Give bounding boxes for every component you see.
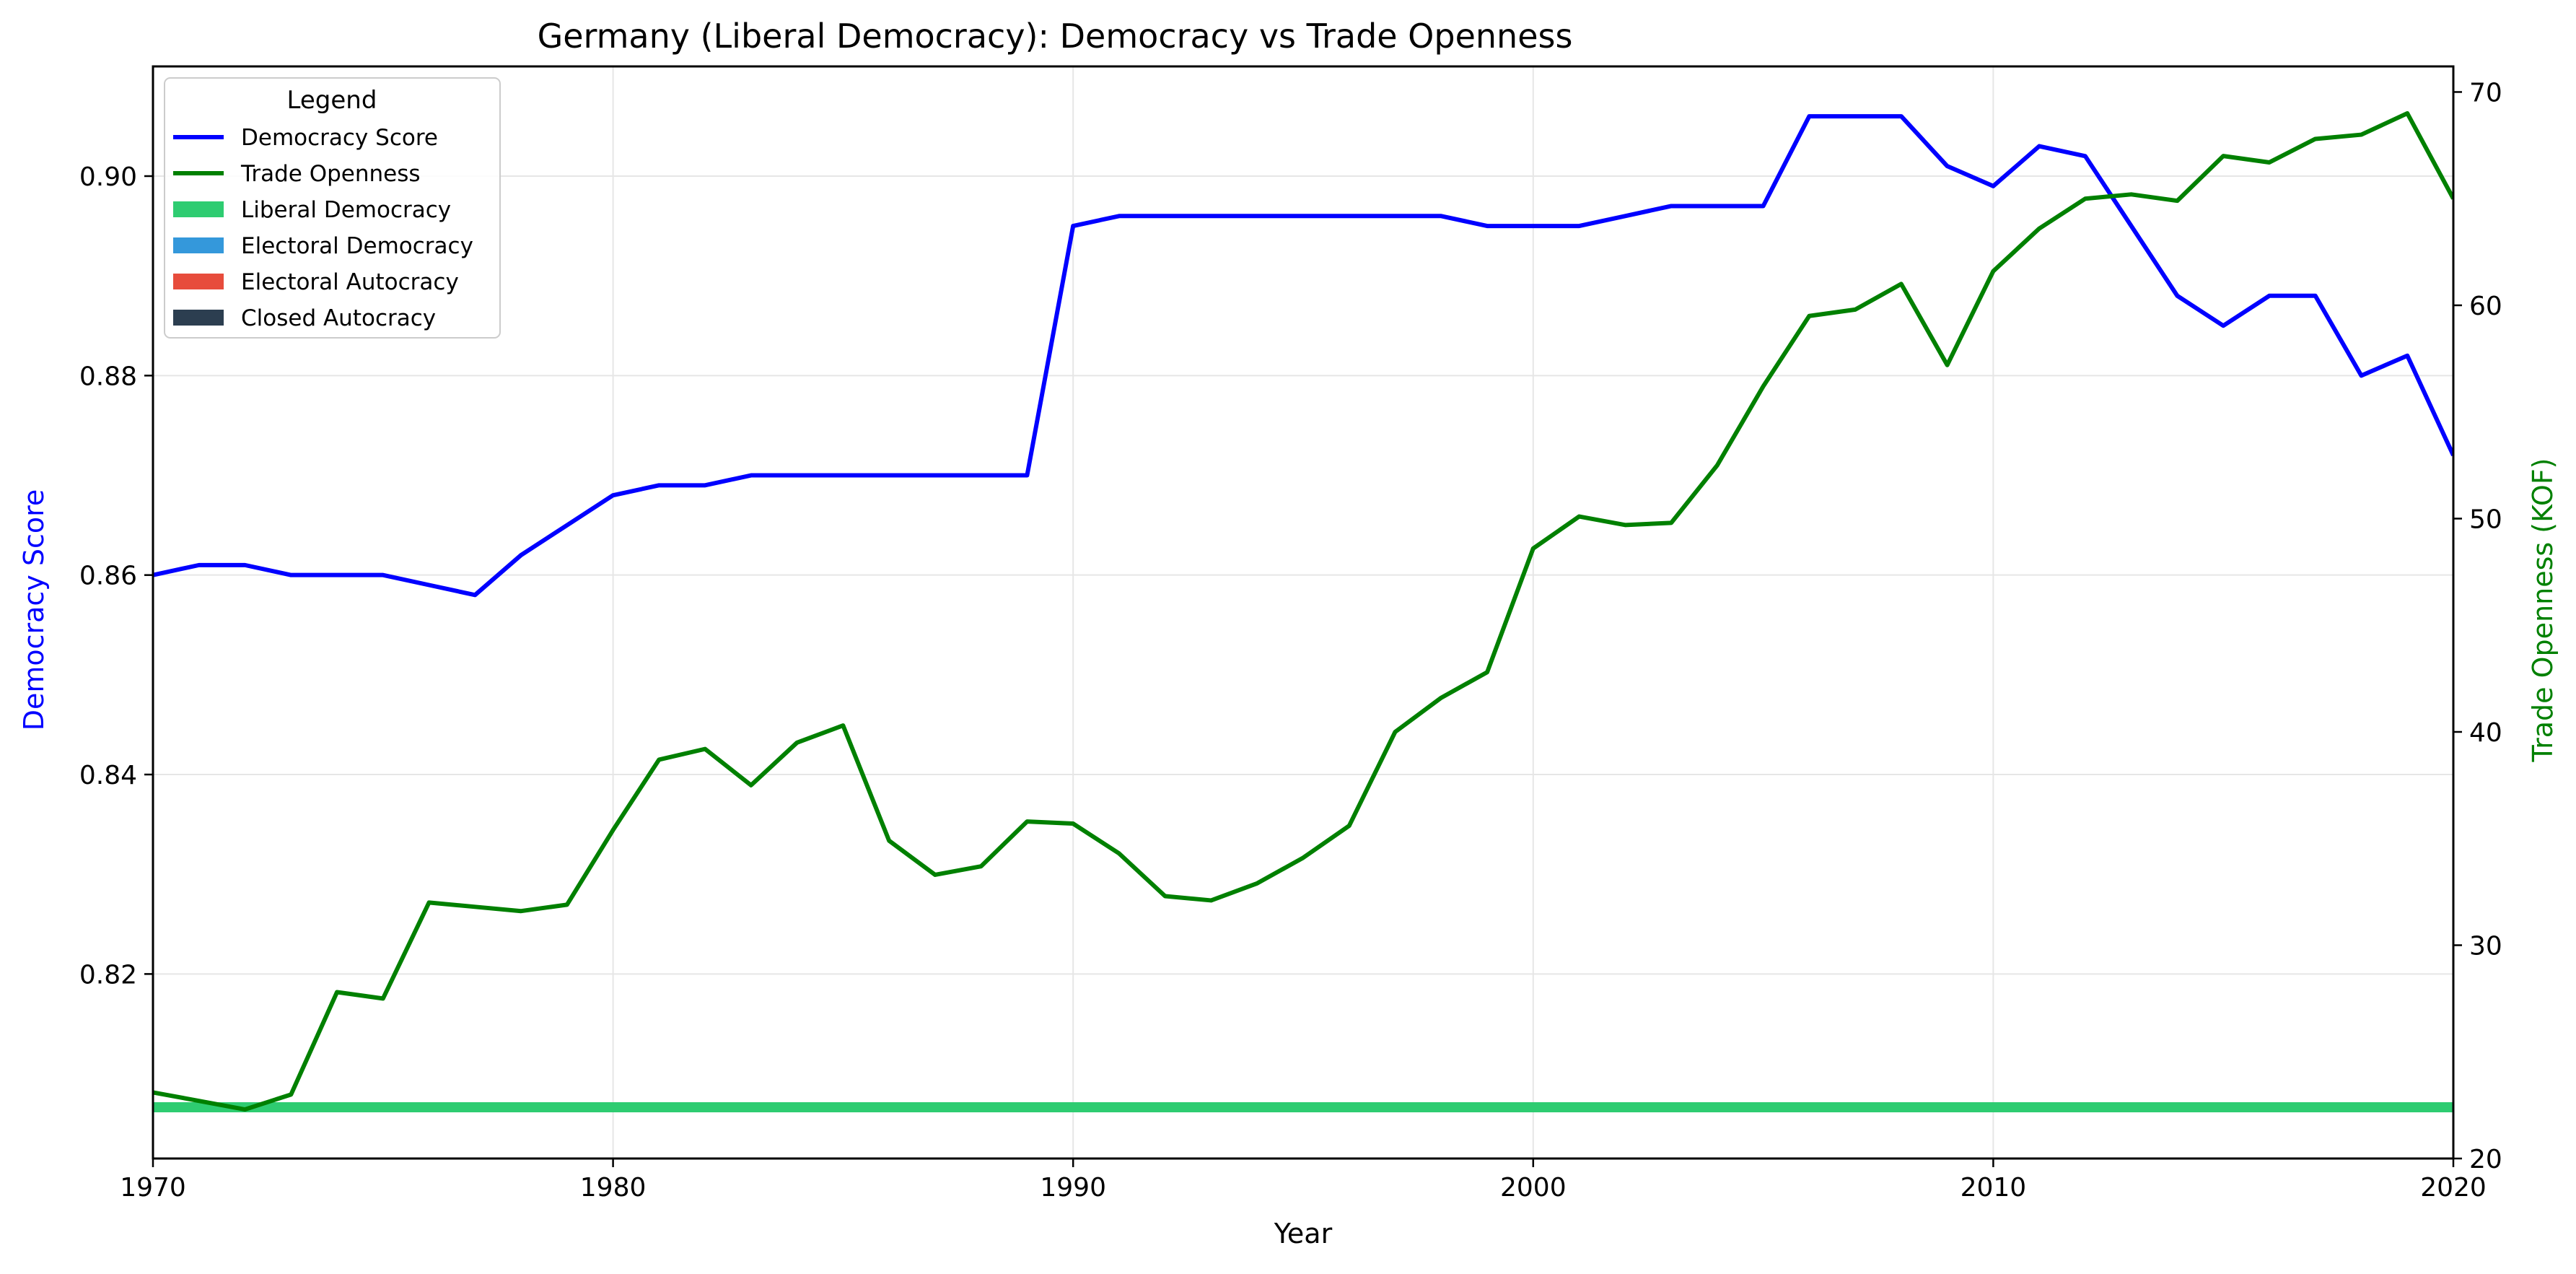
regime-band-layer: [153, 1102, 2453, 1112]
y2-tick-label: 20: [2469, 1145, 2502, 1174]
x-tick-label: 2010: [1961, 1173, 2027, 1203]
x-tick-label: 2020: [2420, 1173, 2487, 1203]
y2-tick-label: 70: [2469, 78, 2502, 108]
legend-label-democracy-score: Democracy Score: [241, 125, 438, 151]
y-axis-right: 20 30 40 50 60 70: [2453, 78, 2502, 1174]
y2-axis-title: Trade Openness (KOF): [2527, 458, 2559, 762]
legend-label-electoral-democracy: Electoral Democracy: [241, 233, 473, 259]
democracy-score-line: [153, 114, 2453, 598]
x-tick-label: 1980: [580, 1173, 647, 1203]
x-tick-label: 2000: [1500, 1173, 1567, 1203]
y-tick-label: 0.84: [79, 761, 137, 790]
x-tick-label: 1990: [1040, 1173, 1106, 1203]
y2-tick-label: 40: [2469, 718, 2502, 748]
x-axis: 1970 1980 1990 2000 2010 2020: [120, 1159, 2487, 1203]
y-tick-label: 0.82: [79, 960, 137, 990]
y2-tick-label: 30: [2469, 931, 2502, 961]
legend-swatch-electoral-autocracy: [173, 274, 224, 289]
legend-label-trade-openness: Trade Openness: [240, 161, 421, 187]
legend-label-closed-autocracy: Closed Autocracy: [241, 305, 436, 331]
legend-swatch-electoral-democracy: [173, 237, 224, 253]
y-tick-label: 0.86: [79, 562, 137, 591]
regime-band-liberal-democracy: [153, 1102, 2453, 1112]
y-axis-left: 0.82 0.84 0.86 0.88 0.90: [79, 162, 153, 990]
series-layer: [153, 111, 2453, 1112]
y-axis-title: Democracy Score: [18, 489, 50, 731]
legend-box: [164, 77, 501, 339]
legend-swatch-liberal-democracy: [173, 201, 224, 217]
plot-frame: [152, 65, 2455, 1160]
legend-label-electoral-autocracy: Electoral Autocracy: [241, 269, 459, 295]
y-tick-label: 0.90: [79, 162, 137, 192]
legend-swatch-closed-autocracy: [173, 310, 224, 326]
legend: Legend Democracy Score Trade Openness Libe…: [164, 77, 501, 339]
x-axis-title: Year: [1274, 1218, 1333, 1249]
y-tick-label: 0.88: [79, 362, 137, 391]
chart-title: Germany (Liberal Democracy): Democracy v…: [538, 17, 1573, 56]
legend-title: Legend: [287, 86, 377, 115]
y2-tick-label: 50: [2469, 505, 2502, 534]
x-tick-label: 1970: [120, 1173, 186, 1203]
grid: [152, 66, 2454, 1159]
legend-label-liberal-democracy: Liberal Democracy: [241, 197, 451, 223]
y2-tick-label: 60: [2469, 292, 2502, 321]
trade-openness-line: [153, 111, 2453, 1112]
